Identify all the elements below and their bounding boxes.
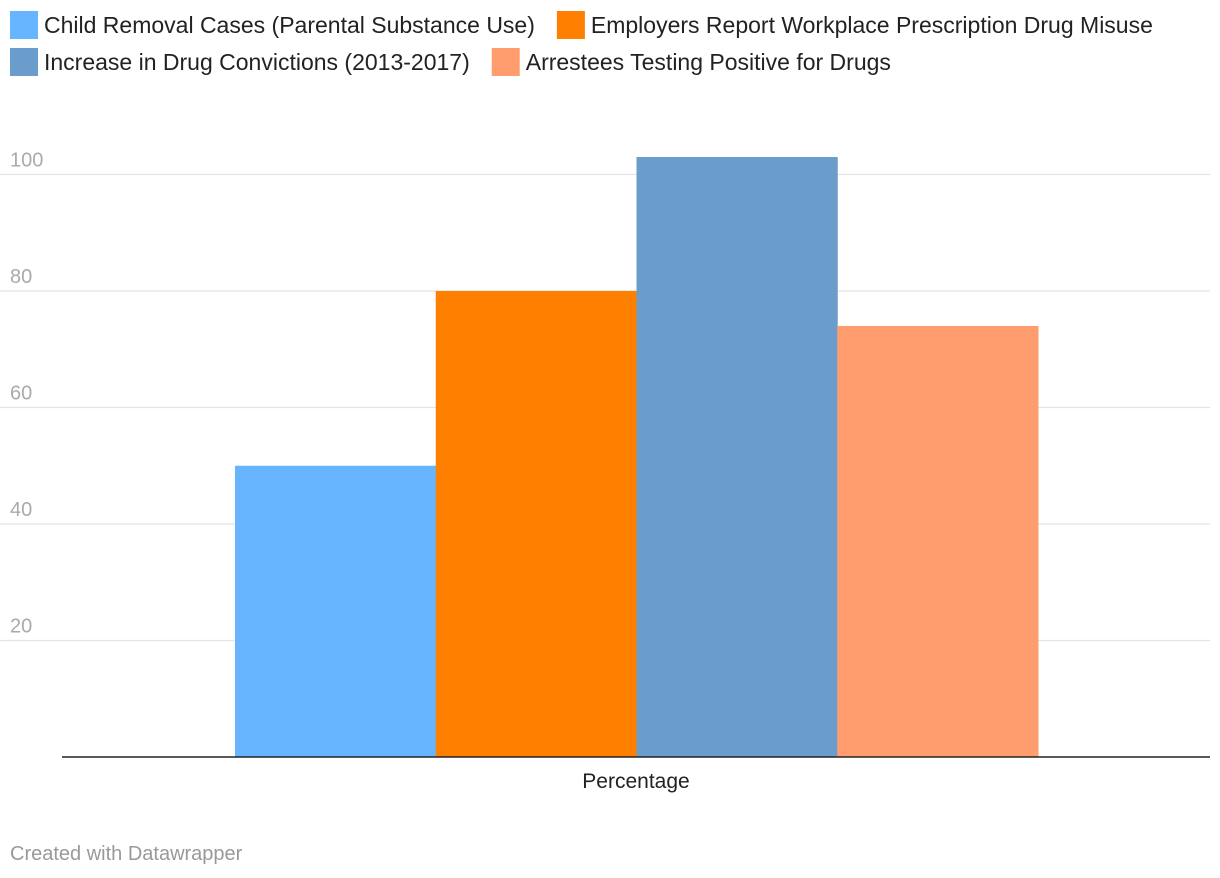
- y-axis-ticks: 20 40 60 80 100: [10, 150, 43, 638]
- legend-swatch: [556, 11, 585, 39]
- y-tick-label: 100: [10, 150, 43, 172]
- bars: [235, 157, 1039, 757]
- legend-label: Child Removal Cases (Parental Substance …: [44, 12, 535, 38]
- y-tick-label: 80: [10, 266, 32, 288]
- bar-1[interactable]: [235, 465, 437, 757]
- chart-legend: Child Removal Cases (Parental Substance …: [10, 11, 1153, 76]
- legend-label: Increase in Drug Convictions (2013-2017): [44, 49, 470, 75]
- category-label: Percentage: [582, 770, 689, 793]
- datawrapper-credit[interactable]: Created with Datawrapper: [10, 843, 243, 865]
- y-tick-label: 20: [10, 616, 32, 638]
- y-tick-label: 60: [10, 383, 32, 405]
- y-tick-label: 40: [10, 499, 32, 521]
- bar-2[interactable]: [435, 291, 637, 757]
- legend-swatch: [491, 48, 520, 76]
- legend-label: Employers Report Workplace Prescription …: [591, 12, 1153, 38]
- legend-label: Arrestees Testing Positive for Drugs: [526, 49, 891, 75]
- legend-swatch: [10, 48, 38, 76]
- legend-swatch: [10, 11, 38, 39]
- bar-3[interactable]: [636, 157, 838, 757]
- bar-4[interactable]: [837, 325, 1039, 757]
